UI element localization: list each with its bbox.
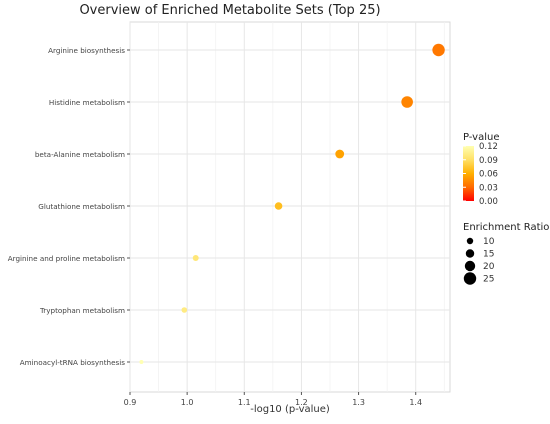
size-legend-title: Enrichment Ratio [463,222,549,233]
size-legend-dot [464,260,476,272]
x-tick-label: 1.3 [352,398,365,407]
size-legend-label: 25 [483,275,494,285]
size-legend-dot [465,249,475,258]
chart-title: Overview of Enriched Metabolite Sets (To… [79,3,381,18]
color-legend-label: 0.09 [479,156,498,166]
data-point [432,43,445,57]
data-point [401,96,413,108]
y-tick-label: Arginine and proline metabolism [8,254,125,263]
y-tick-label: Glutathione metabolism [38,202,125,211]
size-legend-label: 10 [483,237,495,247]
color-legend-label: 0.00 [479,197,498,207]
x-tick-label: 0.9 [124,398,137,407]
y-tick-label: beta-Alanine metabolism [35,150,125,159]
data-point [139,360,144,364]
data-point [274,202,283,210]
plot-panel [129,21,451,393]
color-legend-label: 0.12 [479,142,498,152]
y-tick-label: Tryptophan metabolism [39,306,125,315]
size-legend-dot [466,237,474,245]
data-point [192,255,199,261]
size-legend-dot [463,272,477,285]
y-tick-label: Histidine metabolism [49,98,125,107]
x-tick-label: 1.4 [409,398,422,407]
data-point [181,307,188,313]
color-legend-bar [463,146,474,201]
y-tick-label: Aminoacyl-tRNA biosynthesis [20,358,126,367]
color-legend-label: 0.03 [479,183,498,193]
color-legend-title: P-value [463,132,499,143]
size-legend-label: 20 [483,262,495,272]
size-legend-label: 15 [483,250,494,260]
x-tick-label: 1.2 [295,398,308,407]
color-legend-label: 0.06 [479,170,498,180]
x-tick-label: 1.0 [181,398,194,407]
x-axis-label: -log10 (p-value) [250,404,330,415]
data-point [335,149,345,159]
x-tick-label: 1.1 [238,398,251,407]
y-tick-label: Arginine biosynthesis [48,46,125,55]
